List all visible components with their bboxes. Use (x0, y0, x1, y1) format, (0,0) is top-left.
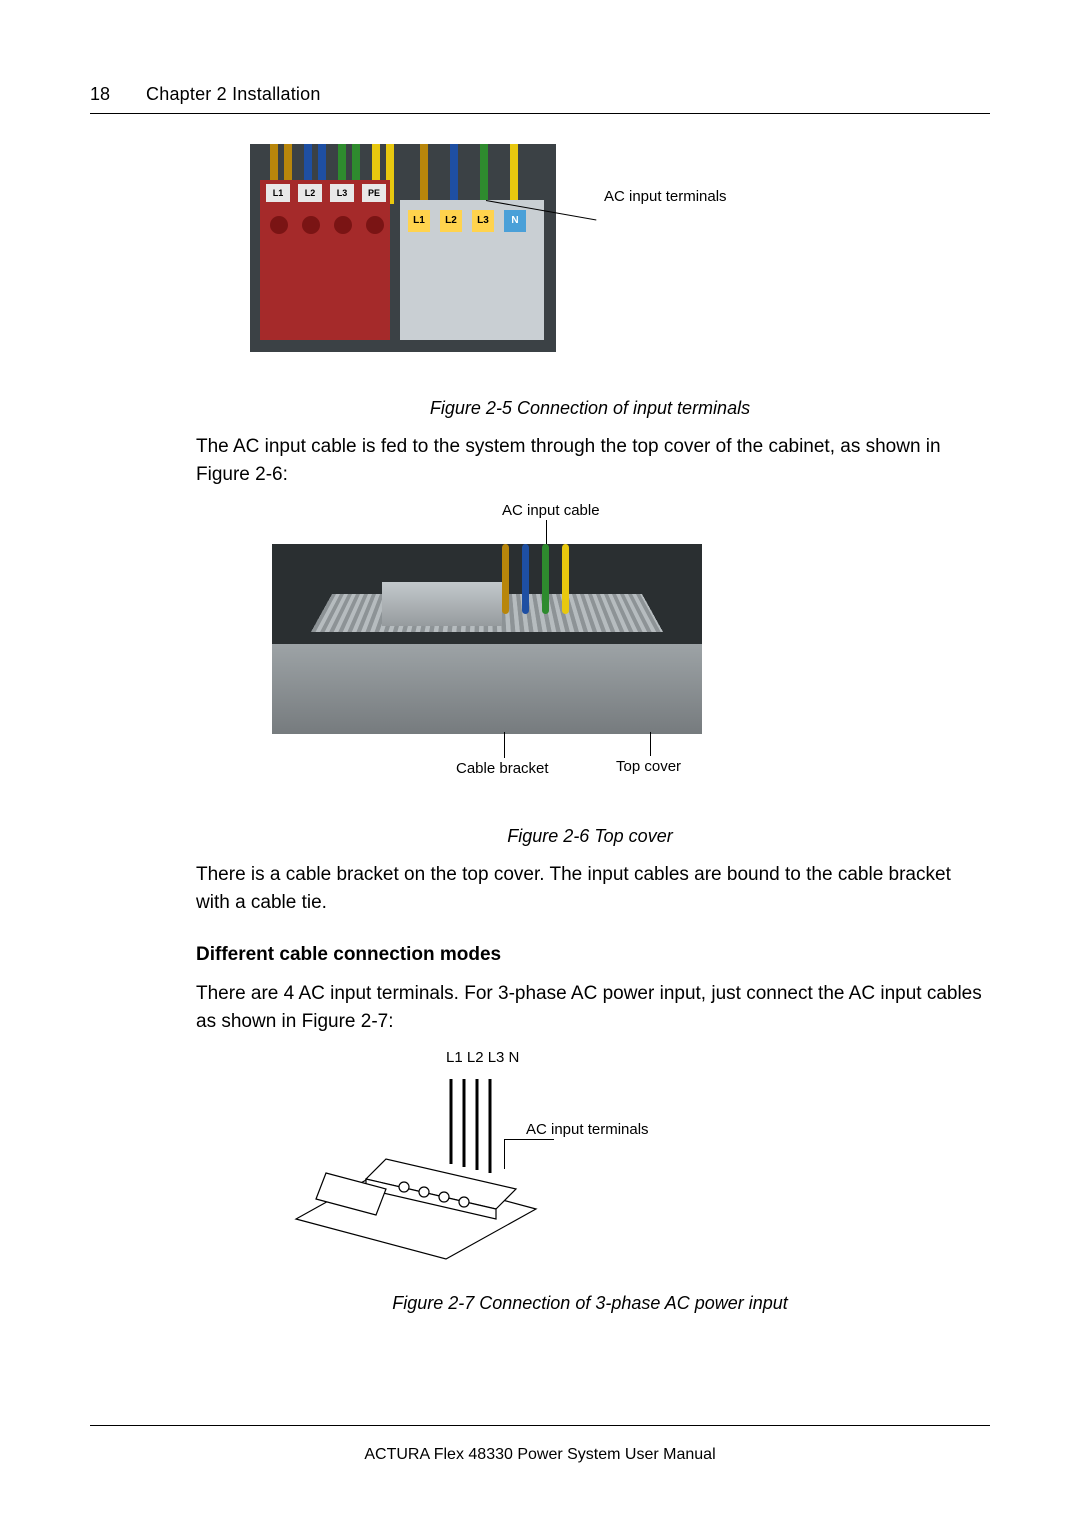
spd-label: PE (362, 184, 386, 202)
page-footer: ACTURA Flex 48330 Power System User Manu… (90, 1425, 990, 1464)
figure-2-6-label-topcover: Top cover (616, 758, 681, 775)
figure-2-7: L1 L2 L3 N AC input terminals (196, 1049, 984, 1279)
body-paragraph: The AC input cable is fed to the system … (196, 433, 984, 488)
figure-2-5-photo: L1 L2 L3 PE L1 L2 L3 N (250, 144, 556, 352)
cable (502, 544, 509, 614)
terminal-block: L1 L2 L3 N (400, 200, 544, 340)
figure-2-5-caption: Figure 2-5 Connection of input terminals (196, 398, 984, 419)
body-paragraph: There is a cable bracket on the top cove… (196, 861, 984, 916)
figure-2-7-diagram (286, 1069, 546, 1269)
figure-2-5: L1 L2 L3 PE L1 L2 L3 N AC input termina (196, 144, 984, 384)
page-header: 18 Chapter 2 Installation (90, 84, 990, 114)
section-heading: Different cable connection modes (196, 944, 984, 966)
figure-2-7-top-label: L1 L2 L3 N (446, 1049, 519, 1066)
spd-label: L3 (330, 184, 354, 202)
cable (562, 544, 569, 614)
figure-2-6-caption: Figure 2-6 Top cover (196, 826, 984, 847)
chapter-title: Chapter 2 Installation (146, 84, 321, 105)
terminal-label: N (504, 210, 526, 232)
figure-2-6-top-label: AC input cable (502, 502, 600, 519)
terminal-label: L1 (408, 210, 430, 232)
cable (542, 544, 549, 614)
figure-2-6: AC input cable Cable bracket Top cover (196, 502, 984, 812)
spd-label: L1 (266, 184, 290, 202)
terminal-label: L2 (440, 210, 462, 232)
callout-line (504, 732, 505, 758)
page-number: 18 (90, 84, 110, 105)
wire (420, 144, 428, 204)
wire (510, 144, 518, 204)
spd-label: L2 (298, 184, 322, 202)
page-content: L1 L2 L3 PE L1 L2 L3 N AC input termina (90, 144, 990, 1314)
wire (450, 144, 458, 204)
callout-line (546, 520, 547, 544)
document-page: 18 Chapter 2 Installation L1 L2 L3 PE (0, 0, 1080, 1528)
terminal-label: L3 (472, 210, 494, 232)
surge-protector-block: L1 L2 L3 PE (260, 180, 390, 340)
wire (480, 144, 488, 204)
figure-2-5-callout: AC input terminals (604, 188, 727, 205)
cable-bracket (382, 582, 502, 626)
figure-2-6-label-bracket: Cable bracket (456, 760, 549, 777)
callout-line (650, 732, 651, 756)
cable (522, 544, 529, 614)
figure-2-7-caption: Figure 2-7 Connection of 3-phase AC powe… (196, 1293, 984, 1314)
figure-2-6-photo (272, 544, 702, 734)
body-paragraph: There are 4 AC input terminals. For 3-ph… (196, 980, 984, 1035)
